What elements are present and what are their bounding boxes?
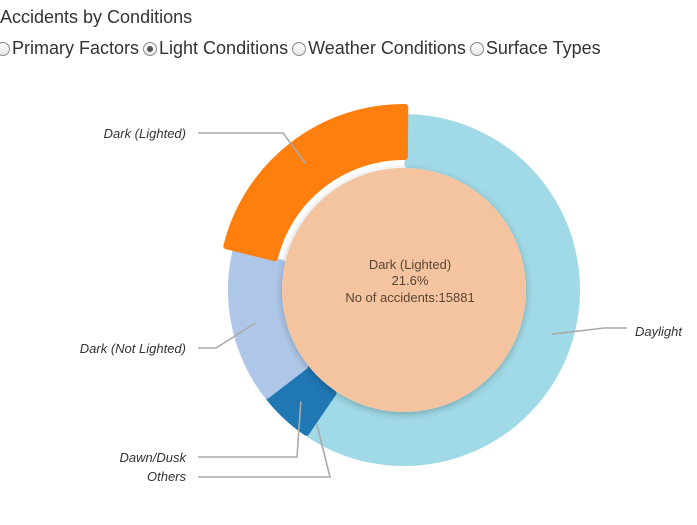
radio-circle-icon[interactable] bbox=[292, 41, 307, 56]
leader-line-daylight bbox=[551, 327, 627, 335]
slice-dark-not-lighted[interactable] bbox=[228, 249, 309, 399]
radio-label-surface-types: Surface Types bbox=[485, 38, 601, 58]
radio-light-conditions[interactable]: Light Conditions bbox=[143, 38, 288, 59]
condition-radio-group: Primary Factors Light Conditions Weather… bbox=[0, 38, 601, 59]
donut-ring bbox=[223, 104, 580, 466]
radio-label-light-conditions: Light Conditions bbox=[159, 38, 289, 58]
radio-label-primary-factors: Primary Factors bbox=[12, 38, 140, 58]
radio-primary-factors[interactable]: Primary Factors bbox=[0, 38, 139, 59]
radio-label-weather-conditions: Weather Conditions bbox=[308, 38, 466, 58]
radio-circle-icon[interactable] bbox=[0, 41, 10, 56]
center-count: No of accidents:15881 bbox=[345, 290, 474, 305]
center-percent: 21.6% bbox=[392, 273, 429, 288]
radio-circle-icon[interactable] bbox=[469, 41, 484, 56]
slice-label-dawn-dusk: Dawn/Dusk bbox=[120, 450, 188, 465]
slice-dark-lighted[interactable] bbox=[223, 104, 409, 262]
leader-line-others bbox=[198, 423, 332, 478]
radio-surface-types[interactable]: Surface Types bbox=[469, 38, 601, 59]
slice-label-others: Others bbox=[147, 469, 187, 484]
slice-dawn-dusk[interactable] bbox=[266, 365, 337, 436]
center-label: Dark (Lighted) bbox=[369, 257, 451, 272]
leader-line-dawn-dusk bbox=[198, 401, 302, 458]
slice-label-dark-lighted: Dark (Lighted) bbox=[104, 126, 186, 141]
chart-title: Accidents by Conditions bbox=[0, 7, 193, 27]
slice-label-daylight: Daylight bbox=[635, 324, 683, 339]
radio-weather-conditions[interactable]: Weather Conditions bbox=[292, 38, 466, 59]
slice-label-dark-not-lighted: Dark (Not Lighted) bbox=[80, 341, 186, 356]
radio-circle-selected-icon[interactable] bbox=[143, 41, 158, 56]
slice-daylight[interactable] bbox=[310, 114, 580, 466]
center-highlight-circle bbox=[282, 168, 526, 412]
leader-line-dark-lighted bbox=[198, 132, 307, 165]
slice-labels: Daylight Others Dawn/Dusk Dark (Not Lighted… bbox=[80, 126, 684, 484]
leader-line-dark-not-lighted bbox=[198, 322, 257, 349]
